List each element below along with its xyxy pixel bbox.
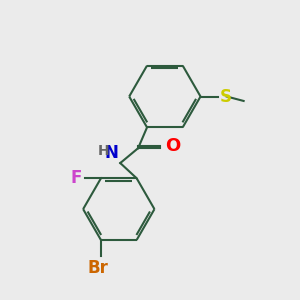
Text: F: F [71,169,82,187]
Text: S: S [220,88,232,106]
Text: Br: Br [88,259,108,277]
Text: H: H [98,144,109,158]
Text: O: O [165,137,180,155]
Text: N: N [105,144,119,162]
